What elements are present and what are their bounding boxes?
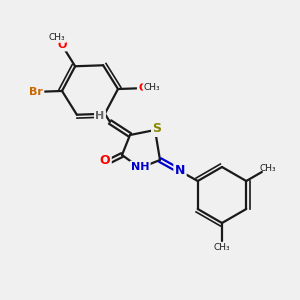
Text: O: O [138,83,148,93]
Text: Br: Br [29,87,43,97]
Text: CH₃: CH₃ [49,33,65,42]
Text: NH: NH [131,162,149,172]
Text: O: O [57,40,67,50]
Text: N: N [175,164,185,178]
Text: O: O [100,154,110,166]
Text: H: H [95,111,105,121]
Text: CH₃: CH₃ [260,164,276,173]
Text: S: S [152,122,161,136]
Text: CH₃: CH₃ [144,83,160,92]
Text: CH₃: CH₃ [214,244,230,253]
